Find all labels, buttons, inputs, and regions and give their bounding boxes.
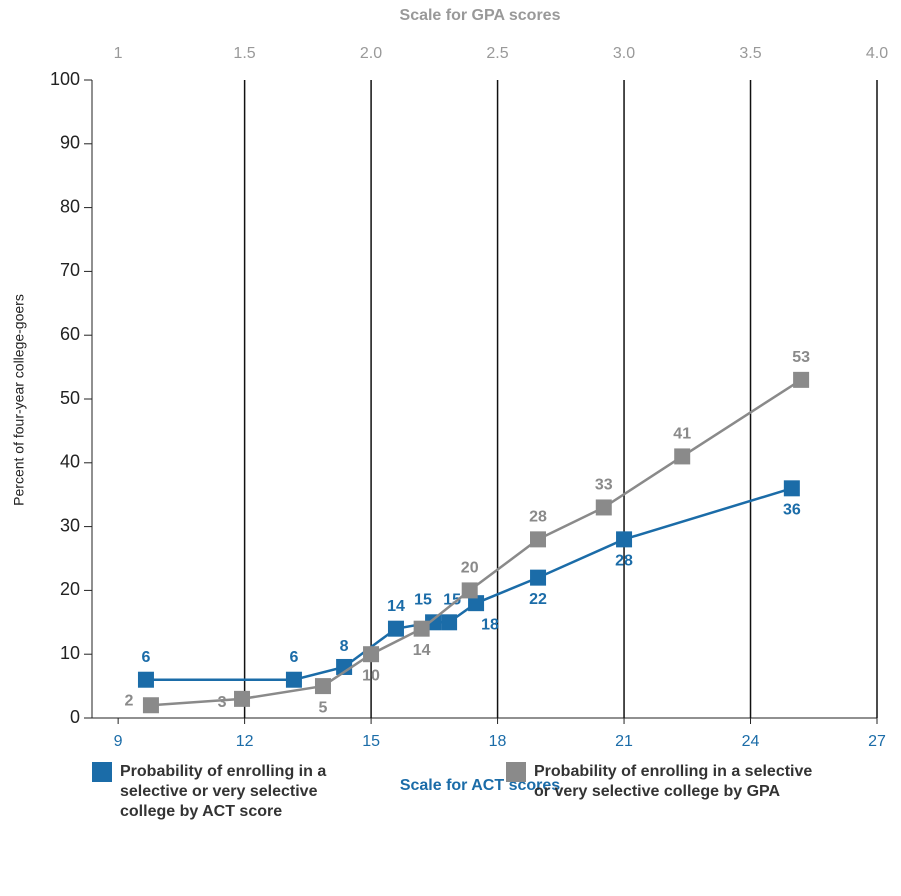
x-tick-label: 9 (114, 733, 123, 750)
marker (441, 614, 458, 631)
y-tick-label: 70 (60, 260, 80, 280)
data-label: 14 (387, 598, 405, 615)
marker (336, 658, 353, 675)
marker (142, 697, 159, 714)
x2-tick-label: 3.0 (613, 45, 635, 62)
legend-swatch (92, 762, 112, 782)
x-tick-label: 12 (236, 733, 254, 750)
data-label: 28 (529, 509, 547, 526)
data-label: 41 (673, 426, 691, 443)
data-label: 22 (529, 591, 547, 608)
legend-item: Probability of enrolling in a selective … (506, 762, 814, 802)
data-label: 36 (783, 502, 801, 519)
y-axis-title: Percent of four-year college-goers (11, 294, 27, 506)
data-label: 10 (362, 667, 380, 684)
data-label: 8 (340, 638, 349, 655)
marker (595, 499, 612, 516)
y-tick-label: 10 (60, 643, 80, 663)
marker (530, 531, 547, 548)
data-label: 15 (414, 592, 432, 609)
data-label: 5 (319, 699, 328, 716)
x2-tick-label: 4.0 (866, 45, 888, 62)
data-label: 15 (443, 592, 461, 609)
marker (616, 531, 633, 548)
data-label: 18 (481, 616, 499, 633)
y-tick-label: 20 (60, 579, 80, 599)
marker (783, 480, 800, 497)
marker (530, 569, 547, 586)
y-tick-label: 30 (60, 515, 80, 535)
legend-item: Probability of enrolling in a selective … (92, 762, 360, 822)
legend-swatch (506, 762, 526, 782)
x-tick-label: 18 (489, 733, 507, 750)
marker (137, 671, 154, 688)
data-label: 6 (289, 649, 298, 666)
chart: Scale for GPA scores Scale for ACT score… (11, 7, 889, 794)
y-tick-label: 80 (60, 196, 80, 216)
x2-tick-label: 1 (114, 45, 123, 62)
marker (314, 678, 331, 695)
marker (234, 690, 251, 707)
y-tick-label: 100 (50, 69, 80, 89)
data-label: 33 (595, 477, 613, 494)
x-tick-label: 15 (362, 733, 380, 750)
data-label: 3 (218, 694, 227, 711)
marker (468, 595, 485, 612)
x2-tick-label: 2.0 (360, 45, 382, 62)
x-tick-label: 27 (868, 733, 886, 750)
marker (674, 448, 691, 465)
data-label: 53 (792, 349, 810, 366)
y-tick-label: 40 (60, 452, 80, 472)
y-tick-label: 60 (60, 324, 80, 344)
marker (461, 582, 478, 599)
series-line (150, 378, 802, 707)
x-tick-label: 21 (615, 733, 633, 750)
data-label: 6 (142, 649, 151, 666)
y-tick-label: 50 (60, 388, 80, 408)
marker (363, 646, 380, 663)
data-label: 2 (124, 692, 133, 709)
marker (413, 620, 430, 637)
y-tick-label: 90 (60, 133, 80, 153)
data-label: 20 (461, 560, 479, 577)
x2-tick-label: 1.5 (233, 45, 255, 62)
data-label: 14 (413, 642, 431, 659)
marker (285, 671, 302, 688)
legend-label: Probability of enrolling in a selective … (534, 763, 813, 800)
x2-axis-title: Scale for GPA scores (400, 7, 561, 24)
x-tick-label: 24 (742, 733, 760, 750)
x2-tick-label: 2.5 (486, 45, 508, 62)
data-label: 28 (615, 553, 633, 570)
y-tick-label: 0 (70, 707, 80, 727)
marker (793, 371, 810, 388)
x2-tick-label: 3.5 (739, 45, 761, 62)
legend-label: Probability of enrolling in a selective … (120, 763, 327, 820)
marker (387, 620, 404, 637)
series-line (145, 487, 793, 681)
